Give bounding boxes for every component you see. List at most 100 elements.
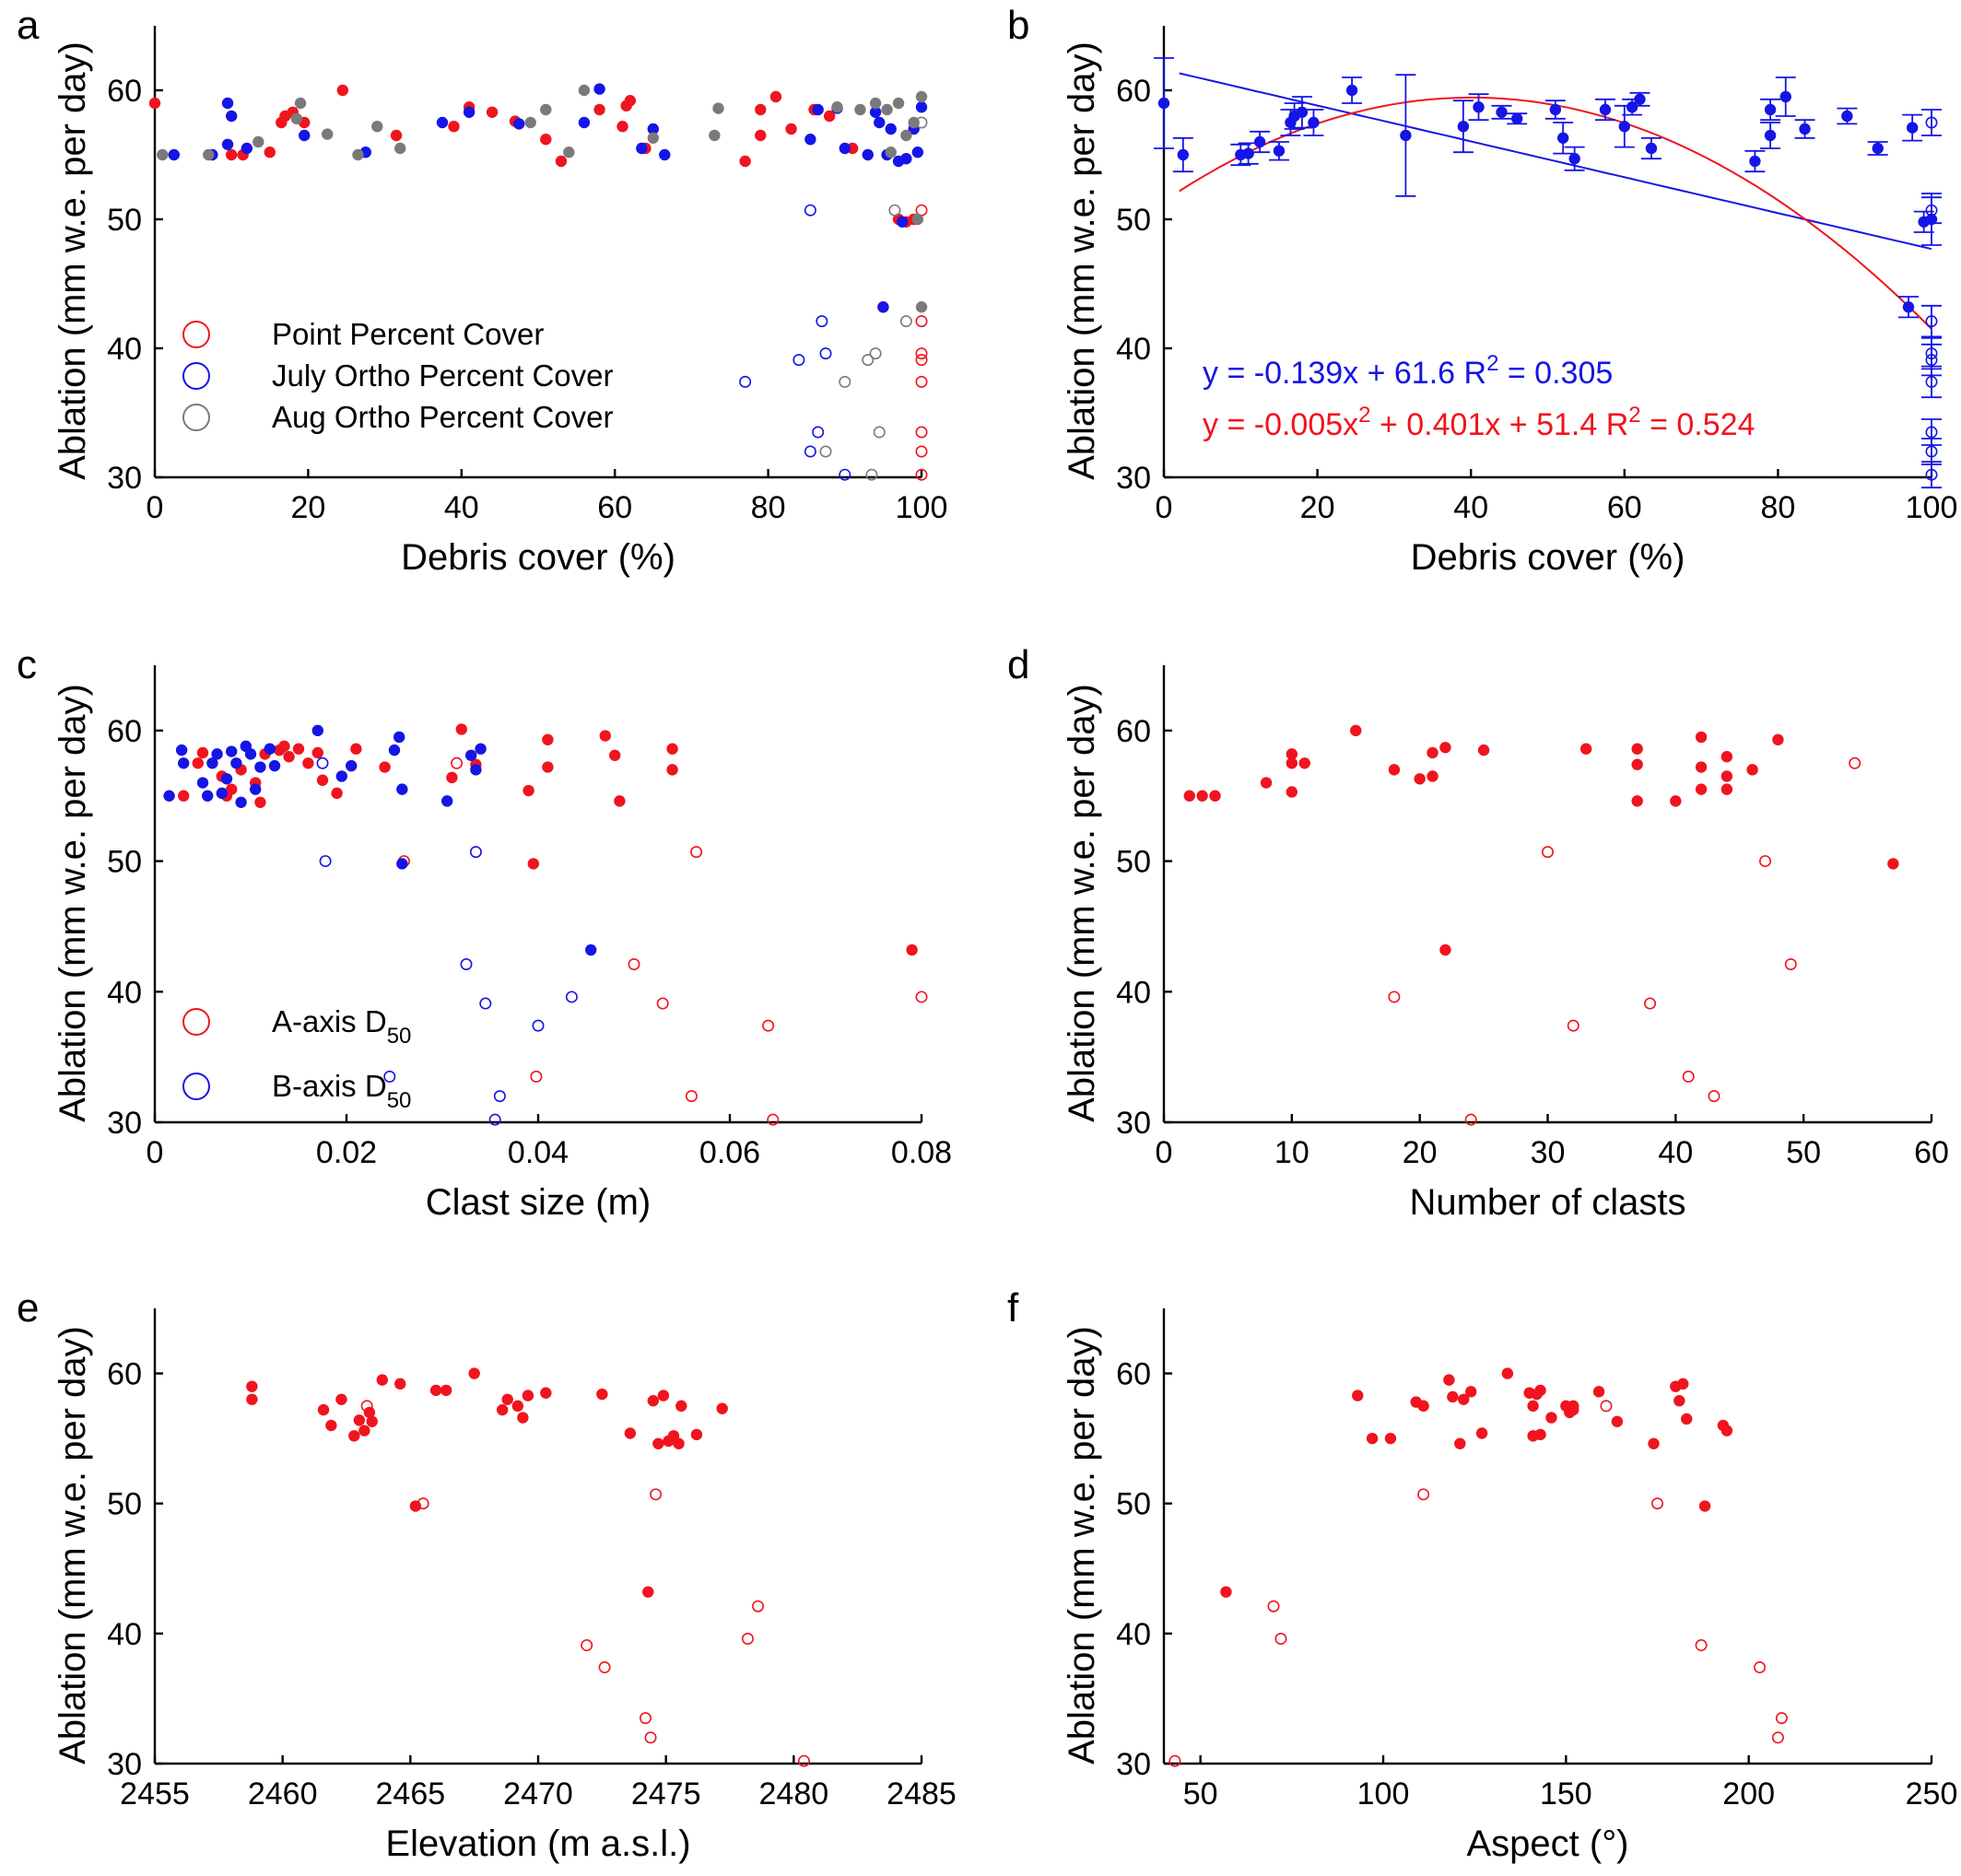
data-point [1496,106,1508,118]
data-point-open [1600,1400,1613,1413]
data-point [885,147,897,158]
data-point [1439,742,1451,754]
data-point-open [493,1090,506,1103]
x-tick-label: 250 [1906,1776,1958,1812]
data-point [221,97,234,110]
data-point [540,1387,552,1399]
data-point [331,787,343,800]
data-point [624,1427,637,1439]
data-point-open [1925,354,1938,367]
data-point-open [862,354,875,367]
data-point [1157,97,1170,110]
data-point [350,743,362,755]
x-tick-label: 80 [1760,490,1795,525]
panel-letter: e [17,1285,39,1331]
data-point [911,147,924,158]
data-point-open [793,354,805,367]
data-point [1631,795,1643,807]
data-point [486,106,499,118]
data-point-open [565,991,578,1003]
data-point-open [915,445,928,458]
data-point [348,1430,360,1442]
data-point-open [1925,204,1938,217]
data-point [211,748,223,760]
data-point [206,757,218,769]
y-tick-label: 60 [1116,74,1151,109]
data-point-open [581,1639,593,1652]
data-point [823,110,836,123]
data-point [1286,786,1298,798]
data-point [666,743,678,755]
x-tick-label: 100 [1357,1776,1410,1812]
data-point [429,1384,442,1397]
data-point [446,771,458,784]
series-red [1183,724,1899,1126]
data-point [897,216,909,228]
data-point [636,142,648,155]
data-point-open [1759,855,1772,868]
data-point [769,90,782,103]
panel-letter: c [17,642,37,687]
data-point-open [839,375,851,388]
data-point [175,744,188,756]
data-point [839,142,851,155]
data-point [1454,1437,1466,1449]
data-point-open [1644,997,1657,1010]
data-point [877,301,889,313]
legend-marker [182,362,210,390]
data-point [317,1403,330,1416]
x-tick-label: 150 [1540,1776,1592,1812]
data-point [1308,116,1320,129]
data-point [409,1500,422,1512]
data-point [911,213,924,226]
x-tick-label: 2480 [759,1776,829,1812]
x-tick-label: 0.04 [508,1135,569,1170]
data-point [1568,1403,1579,1416]
data-point [614,795,626,807]
data-point [709,129,721,142]
data-point [196,777,209,789]
data-point [178,757,190,769]
data-point [1599,103,1612,116]
data-point-open [1542,846,1555,859]
data-point [647,1395,659,1407]
data-point [465,749,477,761]
data-point [496,1403,509,1416]
data-point [168,148,180,161]
x-tick-label: 50 [1183,1776,1218,1812]
x-tick-label: 30 [1531,1135,1566,1170]
data-point [196,746,209,759]
data-point [900,153,912,165]
data-point [235,796,247,808]
data-point [915,101,928,113]
panel-letter: a [17,3,40,48]
data-point [540,134,552,146]
data-point [522,1389,534,1401]
legend-label-text: Point Percent Cover [272,317,544,351]
data-point-open [469,846,482,859]
equation-part: y = -0.005x [1203,407,1358,442]
data-point [299,129,311,142]
data-point [1799,123,1811,135]
data-point [869,97,882,110]
y-tick-label: 30 [1116,1106,1151,1141]
data-point [440,1384,452,1397]
panel-letter: b [1007,3,1029,48]
data-point [1902,301,1915,313]
data-point [157,148,169,161]
data-point-open [1567,1019,1579,1032]
data-point-open [1267,1600,1280,1612]
data-point [1286,757,1298,769]
data-point [804,134,816,146]
data-point-open [915,116,928,129]
data-point-open [598,1661,611,1674]
data-point [254,796,266,808]
data-point [716,1402,728,1414]
data-point [216,787,228,800]
data-point [555,155,568,168]
data-point [1648,1437,1660,1449]
data-point-open [1925,468,1938,481]
data-point [353,1414,366,1426]
y-axis-label: Ablation (mm w.e. per day) [53,41,93,480]
y-tick-label: 40 [107,1617,142,1652]
